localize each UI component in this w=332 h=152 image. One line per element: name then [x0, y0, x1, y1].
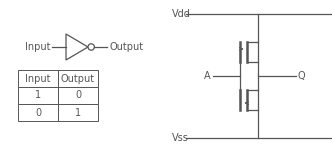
Text: A: A: [205, 71, 211, 81]
Bar: [58, 70, 98, 87]
Text: Q: Q: [298, 71, 306, 81]
Text: 0: 0: [35, 107, 41, 117]
Text: Output: Output: [110, 42, 143, 52]
Text: Input: Input: [25, 74, 51, 83]
Text: Vdd: Vdd: [172, 9, 191, 19]
Bar: [18, 104, 58, 121]
Bar: [18, 87, 58, 104]
Text: 0: 0: [75, 90, 81, 100]
Bar: [18, 70, 58, 87]
Text: Vss: Vss: [172, 133, 189, 143]
Bar: [58, 87, 98, 104]
Bar: [58, 104, 98, 121]
Text: 1: 1: [75, 107, 81, 117]
Text: Output: Output: [61, 74, 95, 83]
Text: Input: Input: [25, 42, 50, 52]
Text: 1: 1: [35, 90, 41, 100]
